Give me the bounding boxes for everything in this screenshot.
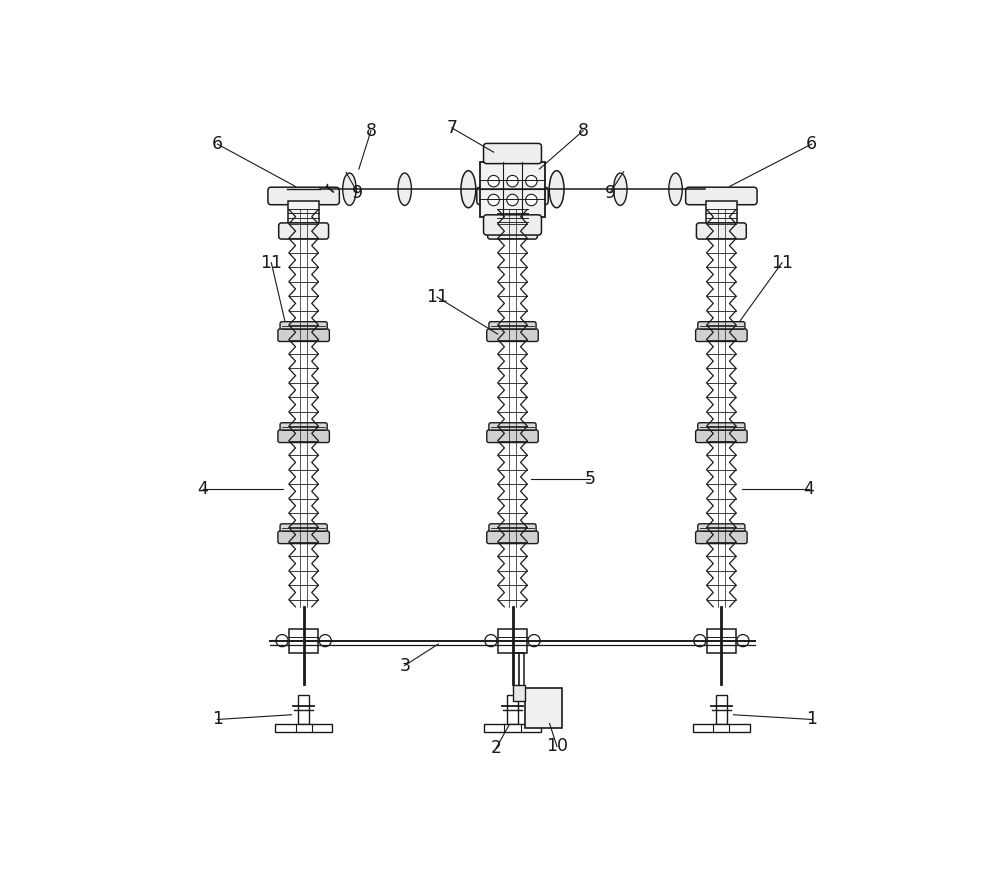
Polygon shape bbox=[298, 695, 309, 724]
Text: 11: 11 bbox=[260, 254, 282, 271]
Text: 8: 8 bbox=[366, 122, 377, 140]
Text: 6: 6 bbox=[212, 135, 223, 153]
Text: 5: 5 bbox=[584, 470, 595, 488]
Text: 1: 1 bbox=[806, 710, 817, 729]
Polygon shape bbox=[484, 724, 541, 732]
Text: 4: 4 bbox=[804, 480, 814, 498]
Polygon shape bbox=[512, 685, 525, 701]
FancyBboxPatch shape bbox=[696, 531, 747, 543]
FancyBboxPatch shape bbox=[278, 329, 329, 341]
Text: 10: 10 bbox=[546, 738, 568, 755]
FancyBboxPatch shape bbox=[477, 187, 548, 205]
FancyBboxPatch shape bbox=[698, 322, 745, 333]
Polygon shape bbox=[275, 724, 332, 732]
FancyBboxPatch shape bbox=[487, 531, 538, 543]
Polygon shape bbox=[706, 201, 737, 226]
Circle shape bbox=[319, 634, 331, 647]
FancyBboxPatch shape bbox=[280, 524, 327, 536]
FancyBboxPatch shape bbox=[280, 322, 327, 333]
FancyBboxPatch shape bbox=[280, 423, 327, 434]
Circle shape bbox=[507, 194, 518, 206]
Circle shape bbox=[488, 175, 499, 187]
Text: 2: 2 bbox=[491, 738, 502, 757]
Text: 9: 9 bbox=[605, 184, 616, 201]
Text: 9: 9 bbox=[352, 184, 363, 201]
Polygon shape bbox=[288, 201, 319, 226]
Ellipse shape bbox=[614, 173, 627, 206]
FancyBboxPatch shape bbox=[696, 223, 746, 239]
FancyBboxPatch shape bbox=[686, 187, 757, 205]
FancyBboxPatch shape bbox=[488, 223, 537, 239]
FancyBboxPatch shape bbox=[278, 531, 329, 543]
FancyBboxPatch shape bbox=[279, 223, 329, 239]
Circle shape bbox=[485, 634, 497, 647]
Polygon shape bbox=[707, 628, 736, 653]
Ellipse shape bbox=[669, 173, 682, 206]
Circle shape bbox=[507, 175, 518, 187]
Polygon shape bbox=[498, 628, 527, 653]
Circle shape bbox=[488, 194, 499, 206]
FancyBboxPatch shape bbox=[696, 430, 747, 443]
FancyBboxPatch shape bbox=[698, 524, 745, 536]
Ellipse shape bbox=[549, 171, 564, 207]
Polygon shape bbox=[289, 628, 318, 653]
FancyBboxPatch shape bbox=[278, 430, 329, 443]
Polygon shape bbox=[480, 162, 545, 217]
Circle shape bbox=[528, 634, 540, 647]
Text: 11: 11 bbox=[771, 254, 793, 271]
Text: 8: 8 bbox=[578, 122, 589, 140]
FancyBboxPatch shape bbox=[484, 144, 541, 164]
FancyBboxPatch shape bbox=[484, 215, 541, 235]
Circle shape bbox=[526, 175, 537, 187]
FancyBboxPatch shape bbox=[489, 423, 536, 434]
Ellipse shape bbox=[343, 173, 356, 206]
FancyBboxPatch shape bbox=[487, 329, 538, 341]
Text: 1: 1 bbox=[212, 710, 223, 729]
FancyBboxPatch shape bbox=[487, 430, 538, 443]
Text: 7: 7 bbox=[446, 119, 457, 136]
FancyBboxPatch shape bbox=[489, 322, 536, 333]
Polygon shape bbox=[525, 688, 562, 728]
FancyBboxPatch shape bbox=[696, 329, 747, 341]
Circle shape bbox=[694, 634, 706, 647]
Ellipse shape bbox=[398, 173, 411, 206]
Text: 3: 3 bbox=[399, 656, 410, 675]
Polygon shape bbox=[716, 695, 727, 724]
Ellipse shape bbox=[461, 171, 476, 207]
Circle shape bbox=[737, 634, 749, 647]
Circle shape bbox=[526, 194, 537, 206]
Polygon shape bbox=[507, 695, 518, 724]
FancyBboxPatch shape bbox=[698, 423, 745, 434]
FancyBboxPatch shape bbox=[489, 524, 536, 536]
Circle shape bbox=[276, 634, 288, 647]
Polygon shape bbox=[497, 201, 528, 226]
FancyBboxPatch shape bbox=[268, 187, 339, 205]
Text: 6: 6 bbox=[806, 135, 817, 153]
Text: 11: 11 bbox=[426, 288, 448, 306]
Text: 4: 4 bbox=[197, 480, 208, 498]
Polygon shape bbox=[693, 724, 750, 732]
